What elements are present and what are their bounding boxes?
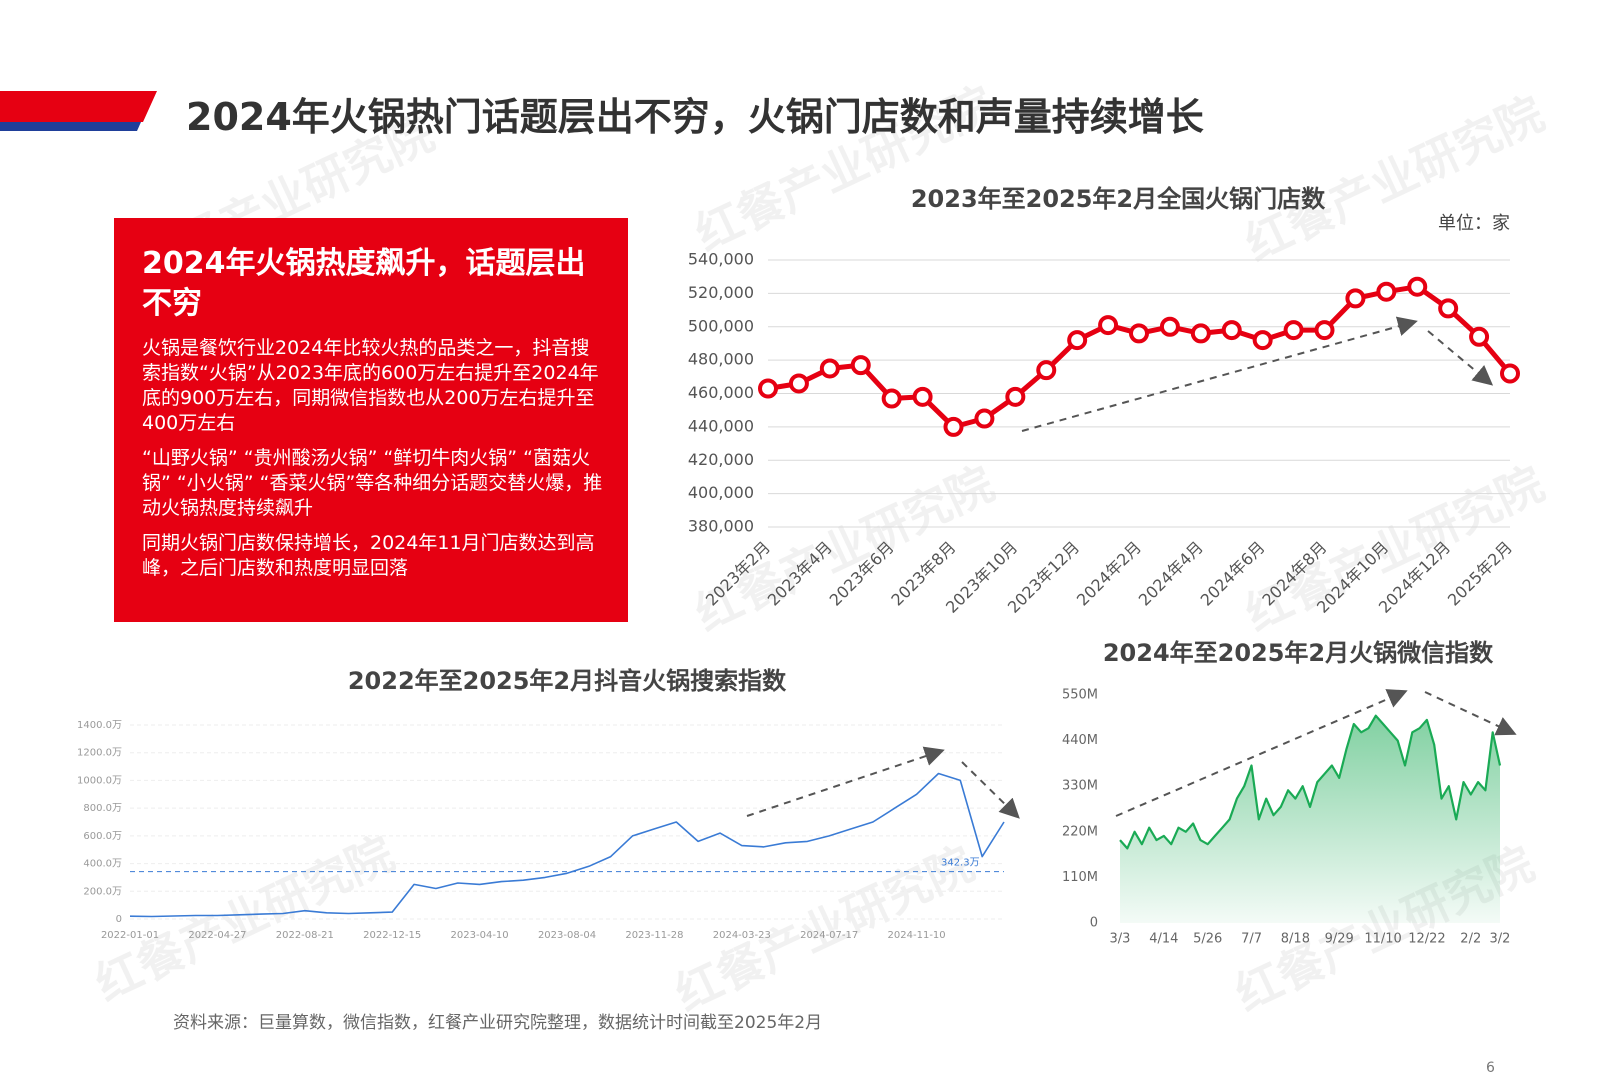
data-point (1005, 386, 1026, 407)
x-tick-label: 2024年4月 (1135, 538, 1207, 610)
data-point (912, 386, 933, 407)
chart-title: 2024年至2025年2月火锅微信指数 (1103, 639, 1494, 667)
header-band (0, 91, 157, 122)
data-point (1252, 330, 1273, 351)
data-point (1036, 360, 1057, 381)
data-point (1469, 326, 1490, 347)
page-number: 6 (1486, 1060, 1495, 1076)
x-tick-label: 2024-11-10 (888, 930, 946, 941)
callout-title: 2024年火锅热度飙升，话题层出不穷 (142, 246, 586, 321)
x-tick-label: 2022-12-15 (363, 930, 421, 941)
data-point (1438, 298, 1459, 319)
data-line (129, 772, 1005, 918)
x-tick-label: 2023-11-28 (625, 930, 683, 941)
x-tick-label: 2024-03-23 (713, 930, 771, 941)
data-point (1500, 363, 1520, 384)
x-tick-label: 2023-04-10 (451, 930, 509, 941)
data-point (850, 355, 871, 376)
x-tick-label: 4/14 (1149, 932, 1178, 947)
y-tick-label: 600.0万 (83, 831, 122, 842)
source-note: 资料来源：巨量算数，微信指数，红餐产业研究院整理，数据统计时间截至2025年2月 (173, 1013, 823, 1033)
y-tick-label: 200.0万 (83, 886, 122, 897)
data-point (1067, 330, 1088, 351)
trend-arrows (746, 316, 1517, 819)
header-stripe (0, 122, 141, 131)
data-point (1283, 320, 1304, 341)
data-point (819, 358, 840, 379)
x-tick-label: 8/18 (1281, 932, 1310, 947)
x-tick-label: 7/7 (1241, 932, 1262, 947)
x-tick-label: 2022-08-21 (276, 930, 334, 941)
data-line (767, 284, 1512, 430)
x-tick-label: 2022-01-01 (101, 930, 159, 941)
trend-arrow (1021, 316, 1418, 432)
y-tick-label: 0 (1090, 916, 1098, 931)
watermark: 红餐产业研究院 (1237, 86, 1552, 271)
data-point (1221, 320, 1242, 341)
data-point (974, 408, 995, 429)
reference-label: 342.3万 (941, 858, 980, 869)
y-tick-label: 1400.0万 (77, 720, 122, 731)
x-tick-label: 2022-04-27 (188, 930, 246, 941)
callout-box: 2024年火锅热度飙升，话题层出不穷 火锅是餐饮行业2024年比较火热的品类之一… (114, 218, 628, 622)
data-point (1345, 288, 1366, 309)
y-tick-label: 110M (1062, 870, 1098, 885)
trend-arrow (1115, 689, 1408, 817)
data-point (1129, 323, 1149, 344)
x-tick-label: 3/2 (1490, 932, 1511, 947)
y-tick-label: 330M (1062, 779, 1098, 794)
x-tick-label: 9/29 (1325, 932, 1354, 947)
trend-arrow (1424, 691, 1517, 736)
data-point (1098, 315, 1119, 336)
x-tick-label: 2023-08-04 (538, 930, 596, 941)
chart-title: 2022年至2025年2月抖音火锅搜索指数 (348, 667, 787, 695)
data-point (788, 373, 809, 394)
x-tick-label: 2/2 (1460, 932, 1481, 947)
data-point (758, 378, 778, 399)
x-tick-label: 5/26 (1193, 932, 1222, 947)
trend-arrow (746, 746, 945, 817)
y-tick-label: 1000.0万 (77, 775, 122, 786)
callout-paragraph: 同期火锅门店数保持增长，2024年11月门店数达到高峰，之后门店数和热度明显回落 (142, 532, 595, 579)
callout-paragraph: 火锅是餐饮行业2024年比较火热的品类之一，抖音搜索指数“火锅”从2023年底的… (142, 337, 599, 434)
y-tick-label: 550M (1062, 688, 1098, 703)
y-tick-label: 0 (116, 914, 122, 925)
y-tick-label: 400.0万 (83, 859, 122, 870)
page-title: 2024年火锅热门话题层出不穷，火锅门店数和声量持续增长 (186, 95, 1204, 139)
y-tick-label: 480,000 (688, 350, 754, 369)
y-tick-label: 460,000 (688, 383, 754, 402)
y-tick-label: 220M (1062, 824, 1098, 839)
x-tick-label: 2024年2月 (1073, 538, 1145, 610)
data-point (1407, 276, 1428, 297)
x-tick-label: 12/22 (1408, 932, 1445, 947)
trend-arrow (1427, 330, 1494, 386)
data-area (1120, 715, 1500, 923)
y-tick-label: 520,000 (688, 283, 754, 302)
y-tick-label: 500,000 (688, 316, 754, 335)
y-tick-label: 1200.0万 (77, 748, 122, 759)
data-point (1376, 281, 1397, 302)
y-tick-label: 800.0万 (83, 803, 122, 814)
y-tick-label: 540,000 (688, 250, 754, 269)
y-tick-label: 380,000 (688, 517, 754, 536)
data-point (943, 416, 964, 437)
data-point (881, 388, 902, 409)
chart-title: 2023年至2025年2月全国火锅门店数 (911, 185, 1326, 213)
data-point (1159, 316, 1180, 337)
y-tick-label: 440,000 (688, 416, 754, 435)
x-tick-label: 3/3 (1110, 932, 1131, 947)
y-tick-label: 440M (1062, 733, 1098, 748)
data-point (1314, 320, 1335, 341)
data-point (1190, 323, 1211, 344)
unit-label: 单位：家 (1438, 213, 1510, 234)
y-tick-label: 400,000 (688, 483, 754, 502)
x-tick-label: 2024-07-17 (800, 930, 858, 941)
y-tick-label: 420,000 (688, 450, 754, 469)
x-tick-label: 11/10 (1364, 932, 1401, 947)
data-line (1119, 714, 1502, 850)
callout-paragraph: “山野火锅” “贵州酸汤火锅” “鲜切牛肉火锅” “菌菇火锅” “小火锅” “香… (142, 447, 603, 519)
